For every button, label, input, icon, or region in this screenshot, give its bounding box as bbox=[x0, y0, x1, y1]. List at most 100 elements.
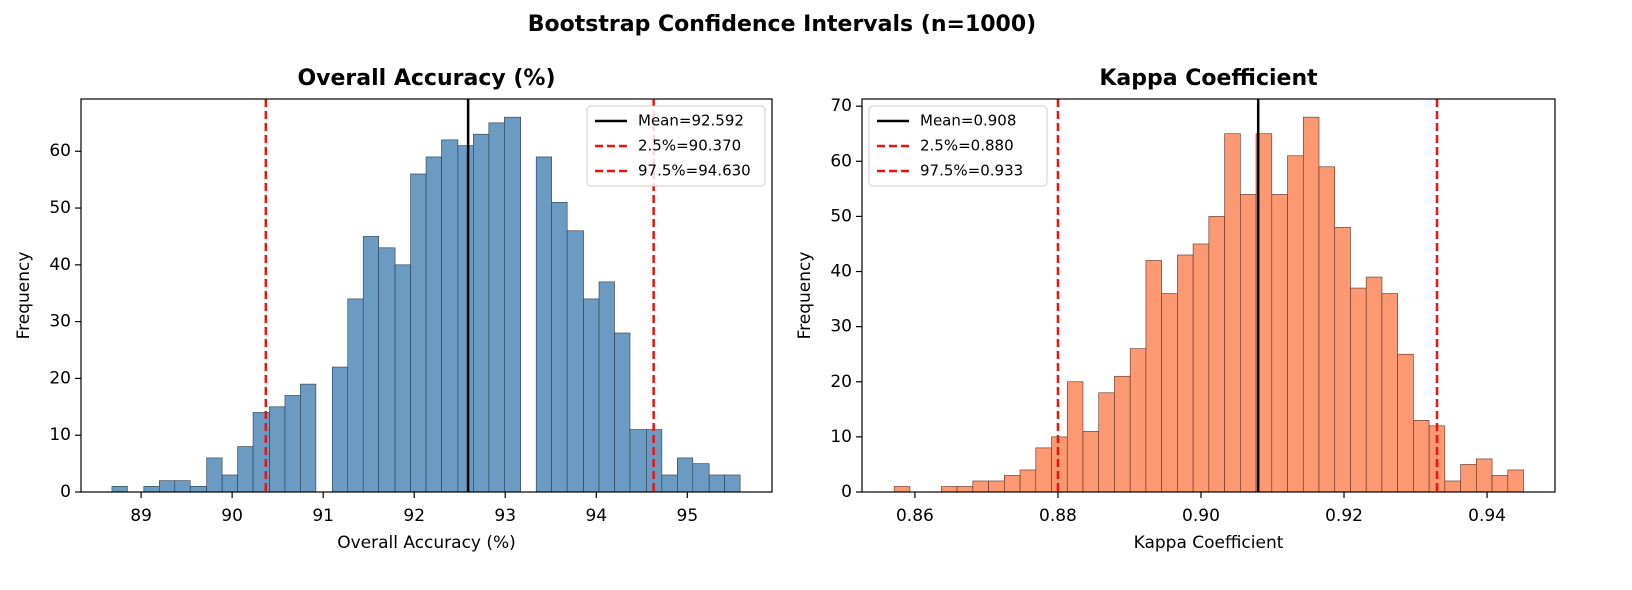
histogram-bar bbox=[956, 486, 974, 493]
y-tick-label: 10 bbox=[830, 427, 852, 447]
histogram-bar bbox=[692, 463, 710, 493]
y-tick-label: 0 bbox=[841, 482, 852, 502]
histogram-bar bbox=[1208, 216, 1225, 493]
y-tick-label: 30 bbox=[830, 317, 852, 337]
histogram-bar bbox=[1051, 436, 1068, 493]
y-tick-label: 60 bbox=[49, 141, 71, 161]
histogram-bar bbox=[1491, 475, 1509, 493]
legend-box bbox=[586, 105, 766, 187]
y-tick-label: 70 bbox=[830, 96, 852, 116]
histogram-bar bbox=[206, 457, 223, 493]
histogram-bar bbox=[1476, 458, 1493, 493]
histogram-bar bbox=[269, 406, 286, 493]
x-tick-label: 93 bbox=[494, 506, 516, 526]
y-tick-label: 0 bbox=[60, 482, 71, 502]
legend-label: 2.5%=0.880 bbox=[920, 137, 1014, 155]
histogram-bar bbox=[1129, 348, 1147, 493]
histogram-bar bbox=[488, 122, 505, 493]
y-axis-label: Frequency bbox=[795, 252, 815, 340]
histogram-bar bbox=[1145, 260, 1162, 493]
histogram-bar bbox=[362, 236, 380, 493]
histogram-bar bbox=[535, 156, 552, 493]
y-tick-label: 20 bbox=[49, 368, 71, 388]
y-tick-label: 10 bbox=[49, 425, 71, 445]
histogram-bar bbox=[158, 480, 176, 493]
histogram-bar bbox=[441, 139, 459, 493]
histogram-bar bbox=[237, 446, 254, 493]
x-tick-label: 0.90 bbox=[1182, 506, 1220, 526]
y-tick-label: 40 bbox=[49, 255, 71, 275]
histogram-bar bbox=[284, 395, 301, 493]
histogram-bar bbox=[143, 486, 160, 493]
histogram-bar bbox=[1460, 464, 1477, 493]
histogram-bar bbox=[988, 480, 1005, 493]
histogram-bar bbox=[724, 474, 741, 493]
legend-label: 97.5%=94.630 bbox=[638, 162, 751, 180]
histogram-bar bbox=[972, 480, 989, 493]
x-tick-label: 90 bbox=[221, 506, 243, 526]
histogram-bar bbox=[1318, 166, 1336, 493]
histogram-bar bbox=[300, 383, 317, 493]
histogram-bar bbox=[629, 429, 647, 493]
x-axis-label: Kappa Coefficient bbox=[1134, 533, 1284, 553]
x-tick-label: 89 bbox=[130, 506, 152, 526]
axis-title: Overall Accuracy (%) bbox=[297, 66, 555, 91]
histogram-bar bbox=[677, 457, 694, 493]
histogram-bar bbox=[893, 486, 911, 493]
axis-title: Kappa Coefficient bbox=[1099, 66, 1318, 91]
histogram-bar bbox=[1082, 431, 1100, 493]
x-tick-label: 0.86 bbox=[896, 506, 934, 526]
histogram-bar bbox=[1287, 155, 1304, 493]
histogram-bar bbox=[1271, 194, 1288, 493]
histogram-bar bbox=[221, 474, 238, 493]
histogram-bar bbox=[566, 230, 584, 493]
histogram-bar bbox=[1177, 254, 1194, 493]
legend-box bbox=[868, 105, 1048, 187]
histogram-bar bbox=[410, 173, 427, 493]
y-tick-label: 20 bbox=[830, 372, 852, 392]
y-axis-label: Frequency bbox=[14, 252, 34, 340]
plot-frame bbox=[80, 98, 773, 493]
histogram-bar bbox=[1240, 194, 1257, 493]
histogram-bar bbox=[425, 156, 442, 493]
histogram-bar bbox=[1507, 469, 1524, 493]
histogram-bar bbox=[457, 145, 474, 493]
x-tick-label: 91 bbox=[312, 506, 334, 526]
histogram-bar bbox=[394, 264, 411, 493]
histogram-bar bbox=[1114, 375, 1131, 493]
x-tick-label: 0.88 bbox=[1039, 506, 1077, 526]
histogram-bar bbox=[189, 486, 207, 493]
histogram-bar bbox=[551, 202, 568, 493]
legend-label: 2.5%=90.370 bbox=[638, 137, 741, 155]
histogram-bar bbox=[661, 474, 678, 493]
histogram-bar bbox=[1224, 133, 1241, 493]
y-tick-label: 30 bbox=[49, 312, 71, 332]
histogram-bar bbox=[614, 332, 631, 493]
histogram-bar bbox=[347, 298, 364, 493]
histogram-bar bbox=[1381, 293, 1398, 493]
plot-frame bbox=[861, 98, 1556, 493]
x-tick-label: 94 bbox=[585, 506, 607, 526]
histogram-bar bbox=[331, 366, 349, 493]
histogram-bar bbox=[1350, 287, 1367, 493]
histogram-bar bbox=[473, 133, 490, 493]
x-tick-label: 95 bbox=[677, 506, 699, 526]
histogram-bar bbox=[941, 486, 958, 493]
histogram-bar bbox=[1161, 293, 1178, 493]
histogram-bar bbox=[1444, 480, 1461, 493]
histogram-bar bbox=[598, 281, 615, 493]
legend-label: Mean=0.908 bbox=[920, 112, 1016, 130]
histogram-bar bbox=[1019, 469, 1037, 493]
y-tick-label: 50 bbox=[49, 198, 71, 218]
histogram-bar bbox=[1365, 276, 1383, 493]
histogram-bar bbox=[583, 298, 600, 493]
histogram-bar bbox=[1066, 381, 1084, 493]
histogram-bar bbox=[1397, 353, 1414, 493]
histogram-bar bbox=[378, 247, 396, 493]
histogram-bar bbox=[1334, 227, 1351, 493]
histogram-bar bbox=[1192, 243, 1210, 493]
histogram-bar bbox=[708, 474, 725, 493]
histogram-bar bbox=[1035, 447, 1052, 493]
x-tick-label: 0.94 bbox=[1468, 506, 1506, 526]
